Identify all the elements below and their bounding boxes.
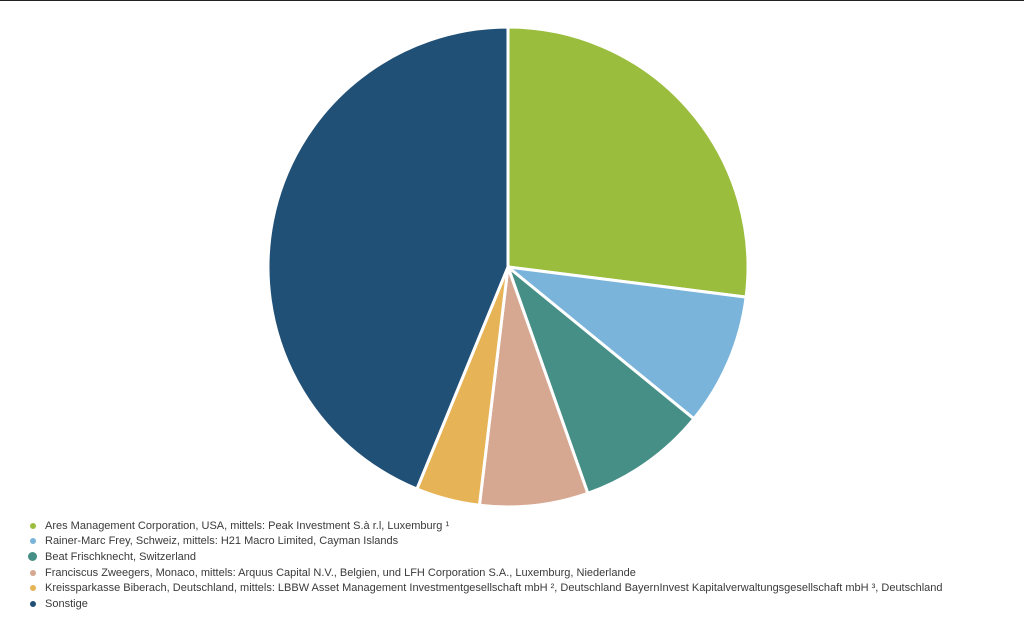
legend-marker-frischknecht [28,552,37,562]
legend-marker-frey [30,538,36,545]
legend-item-sonstige[interactable]: Sonstige [28,596,1018,612]
pie-slice-sonstige[interactable] [266,25,510,491]
legend-item-ares[interactable]: Ares Management Corporation, USA, mittel… [28,518,1018,534]
legend-item-frey[interactable]: Rainer-Marc Frey, Schweiz, mittels: H21 … [28,534,1018,550]
legend-label-frischknecht: Beat Frischknecht, Switzerland [45,550,197,563]
legend-item-zweegers[interactable]: Franciscus Zweegers, Monaco, mittels: Ar… [28,565,1018,581]
legend-label-frey: Rainer-Marc Frey, Schweiz, mittels: H21 … [45,535,399,548]
pie-slice-zweegers[interactable] [477,265,590,509]
pie-slice-frischknecht[interactable] [506,265,696,495]
legend-label-kreissparkasse: Kreissparkasse Biberach, Deutschland, mi… [45,582,943,595]
legend-label-sonstige: Sonstige [45,597,88,610]
top-border-line [0,0,1024,1]
legend-label-ares: Ares Management Corporation, USA, mittel… [45,519,450,532]
pie-chart [266,25,750,509]
legend-marker-kreissparkasse [30,585,36,592]
pie-slice-ares[interactable] [506,25,750,299]
legend-marker-zweegers [30,569,36,576]
legend-label-zweegers: Franciscus Zweegers, Monaco, mittels: Ar… [45,566,636,579]
legend-marker-sonstige [30,600,36,607]
legend-item-kreissparkasse[interactable]: Kreissparkasse Biberach, Deutschland, mi… [28,580,1018,596]
pie-slice-frey[interactable] [506,265,748,421]
legend-item-frischknecht[interactable]: Beat Frischknecht, Switzerland [28,549,1018,565]
legend: Ares Management Corporation, USA, mittel… [28,518,1018,612]
legend-marker-ares [30,522,36,529]
